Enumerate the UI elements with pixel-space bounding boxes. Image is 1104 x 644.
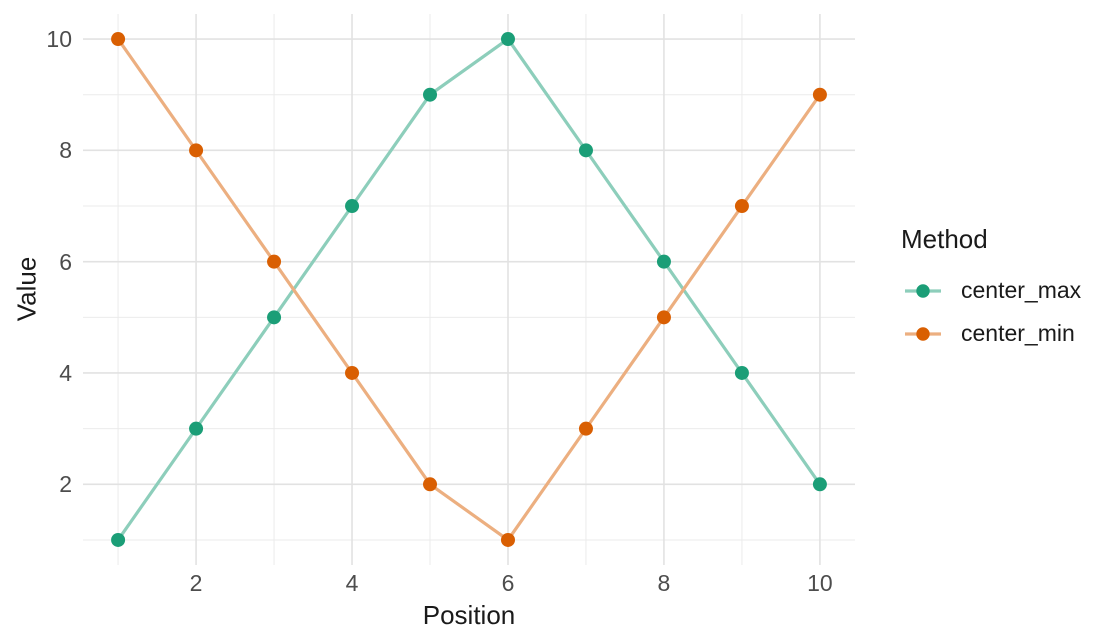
legend-key-icon — [905, 283, 941, 298]
x-tick-label: 2 — [189, 570, 203, 596]
x-axis-title: Position — [422, 600, 516, 630]
y-tick-label: 10 — [46, 26, 72, 53]
legend-item-label: center_max — [961, 277, 1082, 303]
y-tick-label: 4 — [59, 359, 72, 386]
data-point-center_max — [189, 421, 204, 436]
series-center_min — [111, 32, 827, 547]
data-point-center_max — [734, 365, 749, 380]
series-center_max — [111, 32, 827, 547]
data-point-center_min — [812, 87, 827, 102]
data-point-center_min — [656, 310, 671, 325]
legend: Method center_max center_min — [901, 224, 1081, 363]
data-point-center_min — [189, 143, 204, 158]
gridlines-major — [83, 14, 855, 565]
y-tick-label: 8 — [59, 137, 72, 164]
data-point-center_max — [500, 32, 515, 47]
gridlines-minor — [83, 14, 855, 565]
data-point-center_min — [423, 477, 438, 492]
data-point-center_min — [500, 532, 515, 547]
y-tick-label: 2 — [59, 471, 72, 498]
x-tick-label: 4 — [345, 570, 359, 596]
data-point-center_min — [267, 254, 282, 269]
data-point-center_max — [423, 87, 438, 102]
legend-title: Method — [901, 224, 988, 254]
data-point-center_max — [656, 254, 671, 269]
data-point-center_min — [111, 32, 126, 47]
x-tick-label: 10 — [807, 570, 833, 596]
data-point-center_min — [734, 199, 749, 214]
series-line-center_max — [116, 36, 822, 541]
data-point-center_min — [578, 421, 593, 436]
x-tick-label: 6 — [501, 570, 515, 596]
data-point-center_max — [111, 532, 126, 547]
data-point-center_max — [267, 310, 282, 325]
series-line-center_min — [116, 38, 822, 543]
y-tick-label: 6 — [59, 248, 72, 275]
legend-key-icon — [905, 326, 941, 341]
data-point-center_min — [345, 365, 360, 380]
data-point-center_max — [345, 199, 360, 214]
data-point-center_max — [812, 477, 827, 492]
legend-items: center_max center_min — [901, 277, 1081, 347]
y-axis-title: Value — [11, 256, 42, 322]
legend-item-center_min: center_min — [901, 320, 1081, 347]
data-point-center_max — [578, 143, 593, 158]
legend-item-center_max: center_max — [901, 277, 1081, 304]
legend-item-label: center_min — [961, 320, 1075, 346]
x-tick-label: 8 — [657, 570, 671, 596]
